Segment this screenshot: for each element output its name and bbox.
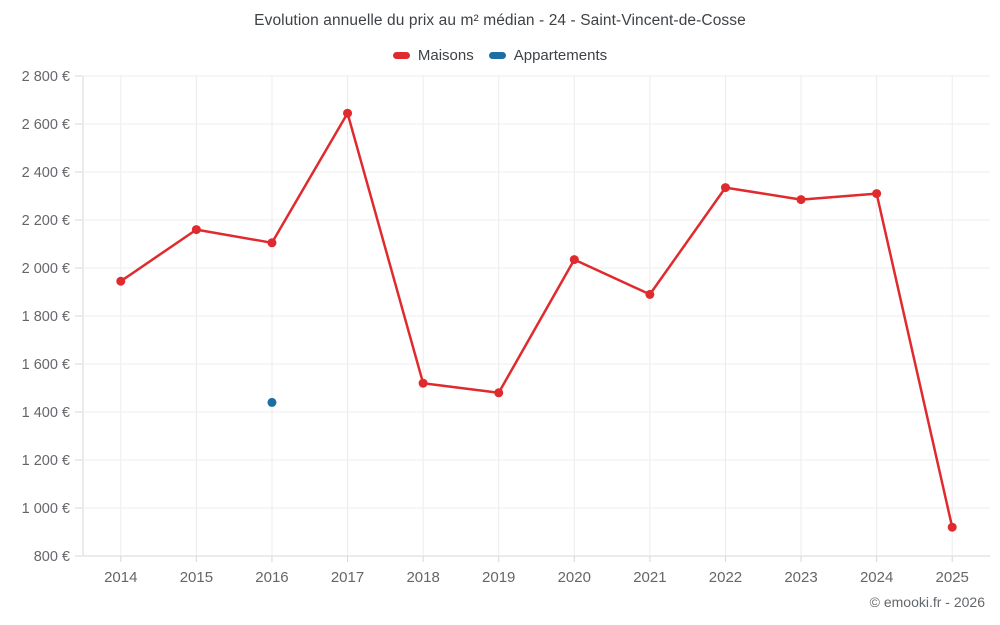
x-axis-label-2024: 2024	[860, 569, 893, 586]
data-point-maisons-2025[interactable]	[947, 522, 957, 532]
x-axis-label-2020: 2020	[558, 569, 591, 586]
x-axis-label-2021: 2021	[633, 569, 666, 586]
data-point-maisons-2023[interactable]	[796, 195, 806, 205]
copyright-text: © emooki.fr - 2026	[869, 594, 985, 610]
data-point-appartements-2016[interactable]	[267, 397, 277, 407]
legend-swatch-maisons	[392, 52, 410, 59]
x-axis-label-2023: 2023	[784, 569, 817, 586]
y-axis-label: 1 600 €	[22, 357, 70, 373]
y-axis-label: 2 400 €	[22, 165, 70, 181]
data-point-maisons-2016[interactable]	[267, 238, 277, 248]
legend-item-maisons[interactable]: Maisons	[392, 47, 474, 64]
legend-label: Appartements	[513, 47, 608, 64]
x-axis-label-2015: 2015	[180, 569, 213, 586]
y-axis-label: 2 600 €	[22, 117, 70, 133]
data-point-maisons-2014[interactable]	[116, 276, 126, 286]
legend-swatch-appartements	[488, 52, 506, 59]
y-axis-label: 800 €	[34, 549, 70, 565]
y-axis-label: 2 000 €	[22, 261, 70, 277]
legend-item-appartements[interactable]: Appartements	[488, 47, 608, 64]
y-axis-label: 2 200 €	[22, 213, 70, 229]
x-axis-label-2014: 2014	[104, 569, 137, 586]
x-axis-label-2016: 2016	[255, 569, 288, 586]
x-axis-label-2022: 2022	[709, 569, 742, 586]
y-axis-label: 1 400 €	[22, 405, 70, 421]
data-point-maisons-2015[interactable]	[191, 225, 201, 235]
data-point-maisons-2018[interactable]	[418, 378, 428, 388]
data-point-maisons-2019[interactable]	[494, 388, 504, 398]
data-point-maisons-2022[interactable]	[720, 183, 730, 193]
y-axis-label: 1 800 €	[22, 309, 70, 325]
y-axis-label: 1 200 €	[22, 453, 70, 469]
x-axis-label-2017: 2017	[331, 569, 364, 586]
y-axis-label: 1 000 €	[22, 501, 70, 517]
data-point-maisons-2020[interactable]	[569, 255, 579, 265]
legend-label: Maisons	[417, 47, 474, 64]
data-point-maisons-2024[interactable]	[872, 189, 882, 199]
x-axis-label-2018: 2018	[406, 569, 439, 586]
series-maisons-line	[119, 111, 954, 529]
chart-legend: Maisons Appartements	[0, 47, 1000, 64]
chart-title: Evolution annuelle du prix au m² médian …	[254, 12, 746, 29]
data-point-maisons-2021[interactable]	[645, 289, 655, 299]
x-axis-label-2025: 2025	[936, 569, 969, 586]
data-point-maisons-2017[interactable]	[343, 108, 353, 118]
y-axis-label: 2 800 €	[22, 69, 70, 85]
x-axis-label-2019: 2019	[482, 569, 515, 586]
